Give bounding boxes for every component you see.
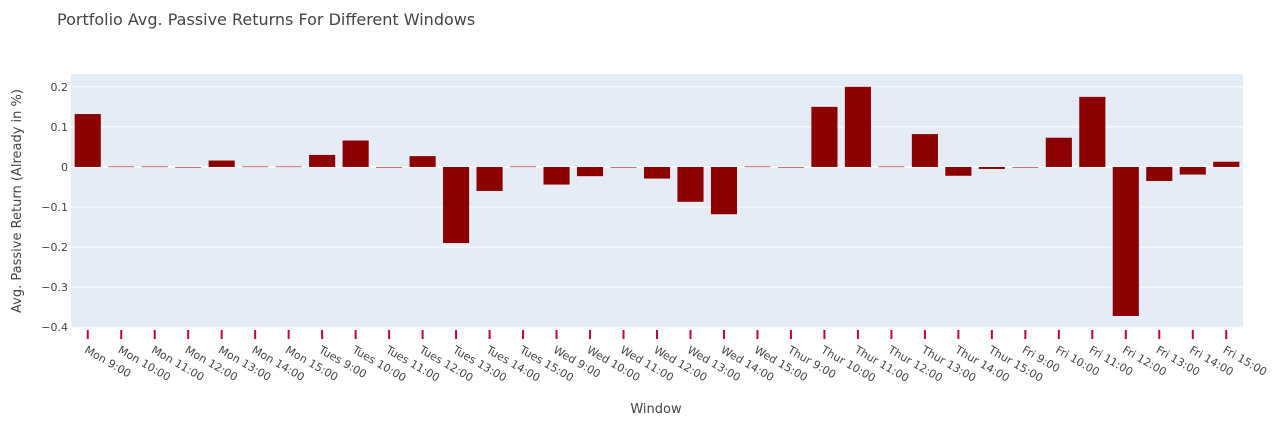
bar — [811, 106, 838, 167]
bar — [543, 166, 570, 185]
bar — [844, 86, 871, 167]
y-axis-title: Avg. Passive Return (Already in %) — [10, 89, 25, 313]
bar — [1112, 166, 1139, 316]
y-tick-label: −0.3 — [41, 281, 68, 294]
bar — [443, 166, 470, 244]
bar — [108, 166, 135, 168]
bar — [275, 166, 302, 168]
bar — [710, 166, 738, 215]
bar — [1179, 166, 1206, 175]
bar — [610, 166, 637, 168]
bar — [409, 156, 436, 167]
y-axis-ticks: 0.2 0.1 0 −0.1 −0.2 −0.3 −0.4 — [41, 81, 68, 334]
bar — [509, 166, 537, 168]
y-tick-label: 0.2 — [51, 81, 69, 94]
bar — [309, 154, 336, 167]
x-axis-title: Window — [630, 402, 682, 417]
bar — [1012, 166, 1039, 168]
y-tick-label: 0 — [61, 161, 68, 174]
bar — [978, 166, 1005, 169]
bar — [643, 166, 671, 179]
bar — [1045, 137, 1072, 167]
bar — [141, 166, 168, 168]
bar — [911, 134, 938, 167]
bar — [476, 166, 503, 191]
bar — [175, 166, 202, 168]
bar — [1146, 166, 1173, 181]
y-tick-label: 0.1 — [51, 121, 69, 134]
bar — [242, 166, 269, 168]
y-tick-label: −0.4 — [41, 321, 68, 334]
bar — [208, 160, 235, 167]
bar — [878, 166, 905, 168]
bar — [342, 140, 369, 167]
bars — [74, 86, 1240, 316]
bar — [1213, 161, 1240, 167]
chart-title: Portfolio Avg. Passive Returns For Diffe… — [57, 10, 475, 29]
bar — [376, 166, 403, 168]
bar — [744, 166, 771, 168]
bar — [576, 166, 604, 177]
plot-area — [71, 74, 1243, 328]
bar — [677, 166, 704, 202]
bar — [1079, 96, 1106, 167]
bar — [777, 166, 805, 168]
bar — [945, 166, 972, 176]
bar — [74, 114, 101, 167]
y-tick-label: −0.2 — [41, 241, 68, 254]
y-tick-label: −0.1 — [41, 201, 68, 214]
